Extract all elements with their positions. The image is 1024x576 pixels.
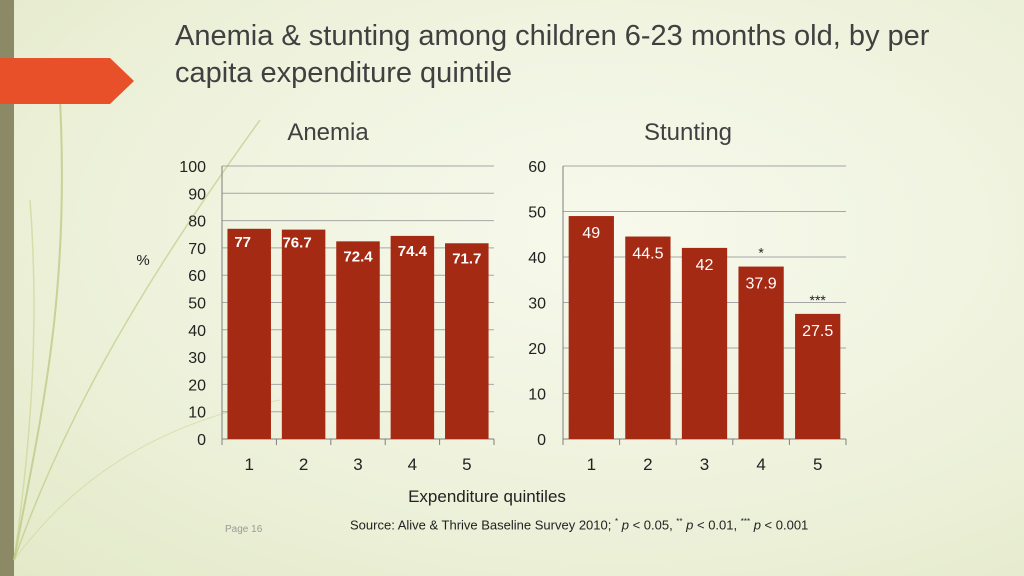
chart-2-title: Stunting [644,119,732,146]
chart-1-data-label: 72.4 [343,248,373,265]
page-title: Anemia & stunting among children 6-23 mo… [175,20,930,89]
chart-2-bar [795,313,841,439]
chart-2-ytick-label: 30 [528,296,546,313]
chart-2-x-tick-label: 3 [700,455,709,474]
chart-1-ytick-label: 80 [188,214,206,231]
left-accent-bar [0,0,14,576]
chart-2-x-tick-label: 5 [813,455,822,474]
chart-1-bar [227,228,271,439]
chart-1-data-label: 74.4 [398,243,428,260]
chart-1-x-tick-label: 5 [462,455,471,474]
chart-2-significance-mark: * [758,245,764,261]
chart-1-bar [281,229,326,439]
chart-1-ytick-label: 10 [188,405,206,422]
chart-1-bar [390,235,435,439]
chart-2-bar [568,216,614,439]
chart-1-ytick-label: 0 [197,432,206,449]
chart-2-ytick-label: 50 [528,205,546,222]
title-arrow-icon [0,58,134,104]
chart-2-ytick-label: 10 [528,387,546,404]
chart-1-data-label: 71.7 [452,250,481,267]
chart-1-ytick-label: 30 [188,350,206,367]
sig2-text: < 0.01, [693,517,741,533]
chart-2-data-label: 42 [696,257,714,274]
chart-2-x-tick-label: 4 [756,455,765,474]
chart-2-bar [625,236,671,439]
p-symbol-2: p [686,517,694,533]
chart-2-ytick-label: 60 [528,159,546,176]
chart-2-data-label: 44.5 [632,246,663,263]
chart-1-bar [336,241,380,439]
chart-2-data-label: 37.9 [746,276,777,293]
chart-1-ytick-label: 90 [188,186,206,203]
chart-2-ytick-label: 0 [537,432,546,449]
chart-2-significance-mark: *** [810,292,827,308]
chart-1-x-tick-label: 3 [353,455,362,474]
chart-2-bar [681,247,728,439]
chart-1-ytick-label: 20 [188,377,206,394]
source-prefix: Source: Alive & Thrive Baseline Survey 2… [350,517,615,533]
chart-1-title: Anemia [287,119,369,146]
chart-1-bar [445,243,489,439]
chart-2-bar [738,266,784,439]
sig1-text: < 0.05, [628,517,677,533]
chart-2-x-tick-label: 1 [587,455,596,474]
chart-1-data-label: 76.7 [282,235,311,252]
source-note: Source: Alive & Thrive Baseline Survey 2… [350,517,808,532]
page-number: Page 16 [225,524,263,535]
chart-1-ytick-label: 40 [188,323,206,340]
sig3-text: < 0.001 [760,517,809,533]
chart-2-data-label: 49 [582,225,600,242]
chart-2-ytick-label: 40 [528,250,546,267]
sig2-mark: ** [676,517,683,526]
chart-1-ytick-label: 50 [188,296,206,313]
chart-2-ytick-label: 20 [528,341,546,358]
chart-2-x-tick-label: 2 [643,455,652,474]
chart-1-x-tick-label: 4 [408,455,417,474]
x-axis-label: Expenditure quintiles [408,487,566,506]
chart-1-x-tick-label: 2 [299,455,308,474]
chart-1-ytick-label: 60 [188,268,206,285]
sig1-mark: * [614,517,619,526]
chart-1-data-label: 77 [234,234,251,251]
sig3-mark: *** [740,517,751,526]
p-symbol-1: p [621,517,629,533]
chart-1-x-tick-label: 1 [244,455,253,474]
p-symbol-3: p [753,517,761,533]
chart-1-ytick-label: 70 [188,241,206,258]
chart-1-ytick-label: 100 [179,159,206,176]
chart-2-data-label: 27.5 [802,323,833,340]
y-axis-label: % [136,252,149,269]
